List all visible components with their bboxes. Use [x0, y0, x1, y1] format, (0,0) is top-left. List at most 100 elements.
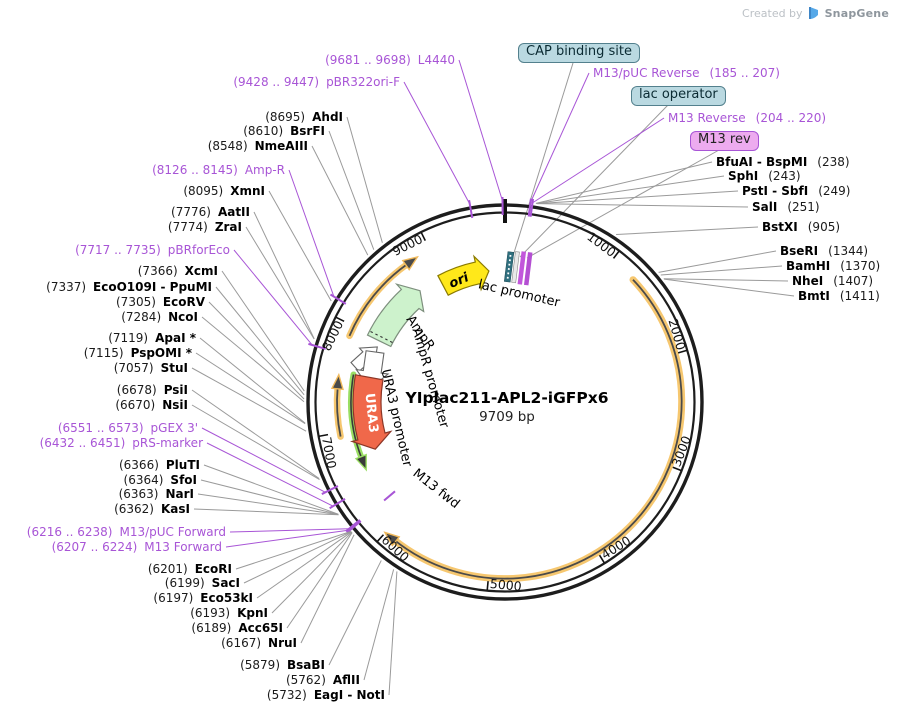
enzyme-label-ecoo109i-ppumi[interactable]: (7337) EcoO109I - PpuMI [46, 281, 212, 293]
enzyme-label-apai-[interactable]: (7119) ApaI * [108, 332, 196, 344]
small-orf-arc-arrowhead [330, 372, 344, 391]
site-position: (5879) [240, 658, 280, 672]
site-name: pBR322ori-F [326, 75, 400, 89]
enzyme-label-nmeaiii[interactable]: (8548) NmeAIII [208, 140, 308, 152]
enzyme-label-ecorv[interactable]: (7305) EcoRV [116, 296, 205, 308]
leader-line-zrai [245, 226, 315, 340]
m13-rev-glyph[interactable] [523, 252, 533, 286]
site-position: (6670) [115, 398, 156, 412]
ura3-feature-arrow[interactable] [349, 374, 393, 450]
primer-label-pgex-3-[interactable]: (6551 .. 6573) pGEX 3' [58, 422, 198, 434]
enzyme-label-ecori[interactable]: (6201) EcoRI [148, 563, 232, 575]
enzyme-label-bseri[interactable]: BseRI (1344) [780, 245, 868, 257]
site-name: pGEX 3' [150, 421, 198, 435]
enzyme-label-psii[interactable]: (6678) PsiI [117, 384, 188, 396]
enzyme-label-bmti[interactable]: BmtI (1411) [798, 290, 880, 302]
ori-label[interactable]: ori [447, 270, 472, 292]
ura3-label[interactable]: URA3 [361, 392, 380, 433]
enzyme-label-zrai[interactable]: (7774) ZraI [168, 221, 242, 233]
position-tick-4000 [598, 554, 605, 564]
primer-label-prs-marker[interactable]: (6432 .. 6451) pRS-marker [40, 437, 203, 449]
small-orf-arc[interactable] [330, 372, 344, 440]
site-position: (7366) [137, 264, 178, 278]
enzyme-label-sfoi[interactable]: (6364) SfoI [124, 474, 197, 486]
enzyme-label-pspomi-[interactable]: (7115) PspOMI * [84, 347, 192, 359]
leader-line-bamhi [660, 265, 783, 276]
site-name: pRS-marker [132, 436, 203, 450]
ura3-promoter-label[interactable]: URA3 promoter [377, 368, 414, 469]
leader-line-prs-marker [206, 442, 334, 507]
m13-rev-box-label[interactable]: M13 rev [690, 131, 759, 151]
primer-site-tick [345, 519, 361, 533]
enzyme-label-psti-sbfi[interactable]: PstI - SbfI (249) [742, 185, 850, 197]
site-position: (9428 .. 9447) [233, 75, 320, 89]
site-name: KpnI [237, 606, 268, 620]
leader-line-bseri [658, 250, 777, 273]
primer-site-tick [529, 198, 535, 217]
cap-binding-site-box-label[interactable]: CAP binding site [518, 43, 641, 63]
ampr-orf-arc[interactable] [346, 255, 419, 340]
enzyme-label-kasi[interactable]: (6362) KasI [114, 503, 190, 515]
enzyme-label-saci[interactable]: (6199) SacI [165, 577, 240, 589]
ori-feature-arrow[interactable] [437, 254, 490, 297]
ampr-feature-arrow[interactable] [366, 283, 425, 348]
primer-label-m13-forward[interactable]: (6207 .. 6224) M13 Forward [52, 541, 222, 553]
enzyme-label-xcmi[interactable]: (7366) XcmI [138, 265, 218, 277]
leader-line-nrui [300, 534, 355, 644]
m13-fwd-label[interactable]: M13 fwd [410, 466, 463, 512]
cap-binding-site-glyph[interactable] [503, 251, 515, 283]
enzyme-label-xmni[interactable]: (8095) XmnI [183, 185, 265, 197]
enzyme-label-bstxi[interactable]: BstXI (905) [762, 221, 840, 233]
enzyme-label-eco53ki[interactable]: (6197) Eco53kI [153, 592, 253, 604]
orf-arc-large[interactable] [383, 276, 686, 583]
enzyme-label-ahdi[interactable]: (8695) AhdI [265, 111, 343, 123]
primer-label-l4440[interactable]: (9681 .. 9698) L4440 [325, 54, 455, 66]
site-position: (6362) [114, 502, 154, 516]
primer-label-pbr322ori-f[interactable]: (9428 .. 9447) pBR322ori-F [233, 76, 400, 88]
primer-label-m13-puc-forward[interactable]: (6216 .. 6238) M13/pUC Forward [27, 526, 226, 538]
primer-label-pbrforeco[interactable]: (7717 .. 7735) pBRforEco [75, 244, 230, 256]
m13-fwd-site-tick[interactable] [383, 490, 396, 502]
enzyme-label-bsabi[interactable]: (5879) BsaBI [240, 659, 325, 671]
enzyme-label-nsii[interactable]: (6670) NsiI [115, 399, 188, 411]
leader-line-lac-operator [519, 104, 669, 258]
site-position: (7337) [46, 280, 87, 294]
primer-label-m13-reverse[interactable]: M13 Reverse (204 .. 220) [668, 112, 826, 124]
enzyme-label-nari[interactable]: (6363) NarI [119, 488, 194, 500]
site-position: (249) [818, 184, 851, 198]
enzyme-label-eagi-noti[interactable]: (5732) EagI - NotI [267, 689, 385, 701]
enzyme-label-aflii[interactable]: (5762) AflII [286, 674, 360, 686]
site-name: NcoI [168, 310, 198, 324]
primer-label-m13-puc-reverse[interactable]: M13/pUC Reverse (185 .. 207) [593, 67, 780, 79]
leader-line-psti-sbfi [537, 190, 739, 205]
ampr-truncation-dashes [370, 331, 393, 343]
enzyme-label-nrui[interactable]: (6167) NruI [221, 637, 297, 649]
enzyme-label-nhei[interactable]: NheI (1407) [792, 275, 873, 287]
position-tick-2000 [677, 349, 688, 354]
enzyme-label-pluti[interactable]: (6366) PluTI [119, 459, 200, 471]
enzyme-label-stui[interactable]: (7057) StuI [114, 362, 188, 374]
lac-promoter-glyph[interactable] [511, 251, 520, 284]
leader-line-psii [191, 389, 320, 479]
enzyme-label-aatii[interactable]: (7776) AatII [171, 206, 250, 218]
lac-operator-glyph[interactable] [517, 251, 527, 285]
enzyme-label-sali[interactable]: SalI (251) [752, 201, 820, 213]
enzyme-label-bsrfi[interactable]: (8610) BsrFI [243, 125, 325, 137]
position-tick-1000 [612, 250, 620, 259]
site-position: (7305) [116, 295, 156, 309]
primer-site-tick [527, 198, 532, 217]
lac-region-glyphs[interactable] [503, 250, 533, 286]
enzyme-label-bamhi[interactable]: BamHI (1370) [786, 260, 880, 272]
enzyme-label-bfuai-bspmi[interactable]: BfuAI - BspMI (238) [716, 156, 850, 168]
primer-label-amp-r[interactable]: (8126 .. 8145) Amp-R [152, 164, 285, 176]
position-label-3000: 3000 [668, 434, 694, 469]
lac-operator-box-label[interactable]: lac operator [631, 86, 726, 106]
enzyme-label-acc65i[interactable]: (6189) Acc65I [191, 622, 283, 634]
enzyme-label-sphi[interactable]: SphI (243) [728, 170, 801, 182]
enzyme-label-kpni[interactable]: (6193) KpnI [190, 607, 268, 619]
enzyme-label-ncoi[interactable]: (7284) NcoI [121, 311, 198, 323]
site-position: (6216 .. 6238) [26, 525, 113, 539]
site-name: AhdI [312, 110, 343, 124]
site-name: EcoRI [194, 562, 232, 576]
ura3-orf-arc[interactable] [348, 371, 367, 472]
